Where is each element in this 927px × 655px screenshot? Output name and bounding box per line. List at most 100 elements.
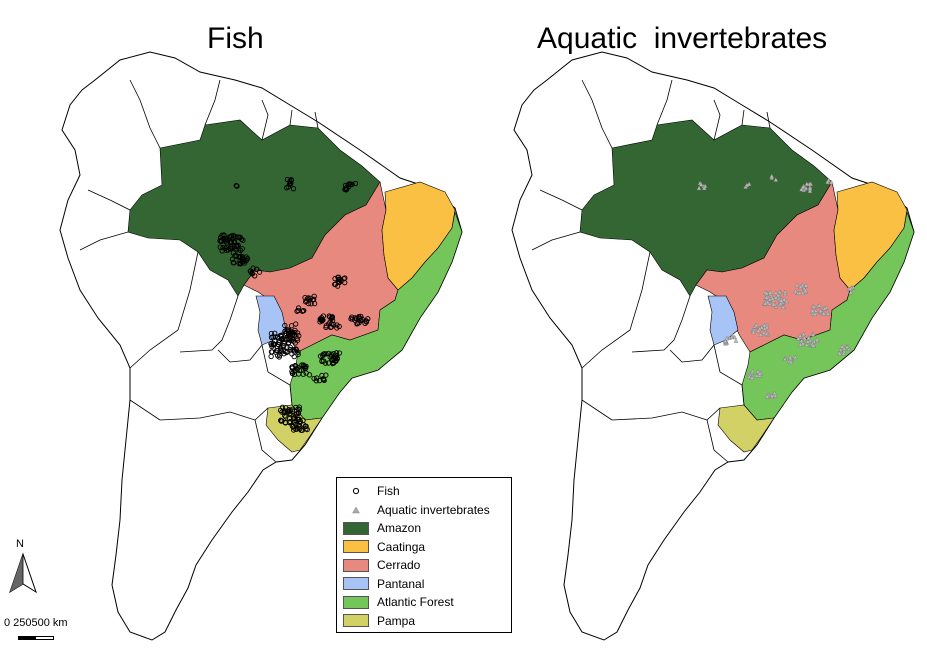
- invertebrate-point: [751, 329, 756, 335]
- invertebrate-point: [755, 369, 761, 374]
- fish-point: [243, 258, 249, 264]
- fish-point: [277, 352, 283, 358]
- invertebrate-point: [758, 332, 763, 337]
- invertebrate-point: [778, 300, 783, 306]
- fish-point: [217, 244, 223, 250]
- fish-point: [327, 319, 333, 326]
- map-title-fish: Fish: [207, 22, 264, 56]
- invertebrate-point: [810, 343, 816, 348]
- invertebrate-point: [800, 340, 806, 346]
- invertebrate-point: [818, 308, 823, 313]
- invertebrate-point: [771, 301, 776, 307]
- fish-point: [290, 338, 296, 344]
- fish-point: [357, 315, 363, 322]
- circle-icon: [343, 485, 369, 497]
- fish-point: [287, 181, 294, 187]
- fish-point: [249, 271, 255, 277]
- invertebrate-point: [773, 393, 778, 398]
- map-title-aquatic-invertebrates: Aquatic invertebrates: [537, 22, 828, 56]
- legend: Fish Aquatic invertebrates Amazon Caatin…: [336, 477, 512, 633]
- fish-point: [296, 426, 303, 432]
- fish-point: [319, 358, 325, 364]
- invertebrate-point: [762, 300, 768, 306]
- fish-point: [303, 426, 309, 432]
- fish-point: [302, 365, 308, 372]
- fish-point: [344, 186, 350, 192]
- invertebrate-point: [798, 284, 803, 289]
- fish-point: [269, 343, 275, 350]
- scale-bar-line: [18, 636, 54, 640]
- fish-point: [346, 181, 353, 187]
- invertebrate-point: [821, 310, 827, 316]
- fish-point: [293, 426, 299, 433]
- invertebrate-point: [769, 173, 775, 179]
- invertebrate-point: [749, 375, 755, 380]
- invertebrate-point: [788, 359, 794, 365]
- fish-point: [304, 296, 310, 302]
- fish-point: [303, 423, 309, 429]
- invertebrate-point: [839, 344, 845, 349]
- fish-point: [276, 342, 282, 348]
- invertebrate-point: [729, 334, 735, 339]
- north-label: N: [16, 538, 24, 550]
- fish-point: [281, 409, 287, 415]
- cerrado-swatch: [343, 558, 369, 572]
- invertebrate-point: [733, 338, 739, 343]
- invertebrate-point: [804, 181, 810, 186]
- fish-point: [334, 352, 340, 359]
- invertebrate-point: [756, 328, 761, 333]
- fish-point: [234, 183, 240, 189]
- invertebrate-occurrence-points: [696, 173, 856, 399]
- invertebrate-point: [802, 335, 807, 341]
- fish-point: [323, 323, 329, 329]
- fish-point: [270, 334, 276, 340]
- fish-point: [292, 330, 298, 336]
- fish-point: [239, 246, 245, 252]
- legend-label: Aquatic invertebrates: [377, 502, 490, 517]
- invertebrate-point: [724, 335, 730, 341]
- fish-point: [342, 275, 348, 281]
- fish-point: [291, 371, 298, 378]
- invertebrate-point: [803, 283, 809, 288]
- map-aquatic-invertebrates: [512, 52, 914, 640]
- fish-point: [310, 296, 317, 302]
- fish-occurrence-points: [217, 176, 371, 433]
- invertebrate-point: [813, 308, 819, 313]
- fish-point: [363, 318, 369, 324]
- invertebrate-point: [793, 288, 798, 294]
- invertebrate-point: [805, 339, 811, 344]
- fish-point: [282, 322, 288, 329]
- invertebrate-point: [732, 334, 738, 340]
- fish-point: [281, 340, 287, 347]
- invertebrate-point: [795, 336, 801, 341]
- legend-label: Cerrado: [377, 558, 421, 573]
- invertebrate-point: [771, 298, 776, 303]
- fish-point: [294, 330, 301, 336]
- fish-point: [296, 404, 302, 410]
- invertebrate-point: [848, 290, 854, 295]
- invertebrate-point: [810, 308, 815, 313]
- invertebrate-point: [762, 322, 767, 328]
- legend-item-cerrado: Cerrado: [343, 556, 505, 575]
- fish-point: [287, 407, 294, 414]
- fish-point: [328, 351, 334, 357]
- fish-point: [296, 407, 303, 413]
- legend-item-pantanal: Pantanal: [343, 575, 505, 594]
- fish-point: [352, 180, 359, 187]
- fish-point: [294, 416, 301, 422]
- fish-point: [294, 308, 300, 314]
- invertebrate-point: [701, 185, 707, 191]
- invertebrate-point: [810, 332, 816, 337]
- legend-label: Pampa: [377, 613, 416, 628]
- fish-point: [332, 281, 339, 287]
- fish-point: [233, 182, 239, 189]
- invertebrate-point: [764, 393, 770, 399]
- invertebrate-point: [750, 368, 755, 374]
- fish-point: [334, 325, 340, 331]
- fish-point: [289, 364, 296, 370]
- fish-point: [284, 337, 290, 343]
- invertebrate-point: [806, 335, 812, 340]
- invertebrate-point: [773, 290, 779, 295]
- scale-bar: 0 250500 km: [4, 617, 68, 640]
